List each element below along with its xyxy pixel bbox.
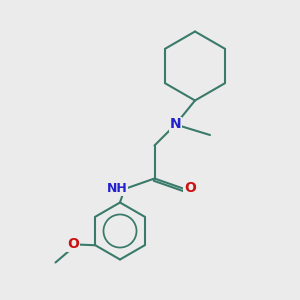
Text: O: O: [67, 237, 79, 251]
Text: O: O: [184, 182, 196, 195]
Text: NH: NH: [106, 182, 128, 195]
Text: N: N: [170, 118, 181, 131]
